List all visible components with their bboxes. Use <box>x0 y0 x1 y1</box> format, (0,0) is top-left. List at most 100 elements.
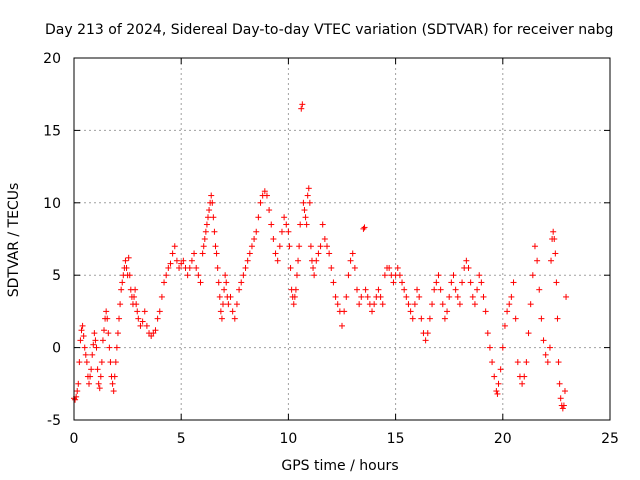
data-point <box>215 279 222 286</box>
data-point <box>315 250 322 257</box>
data-point <box>86 380 93 387</box>
data-point <box>386 264 393 271</box>
data-point <box>213 250 220 257</box>
data-point <box>305 185 312 192</box>
data-point <box>201 236 208 242</box>
data-point <box>306 199 313 206</box>
data-point <box>209 199 216 206</box>
data-point <box>521 373 528 380</box>
data-point <box>79 322 86 329</box>
data-point <box>91 330 98 337</box>
data-point <box>297 221 304 228</box>
data-point <box>345 272 352 279</box>
data-point <box>274 257 281 264</box>
data-point <box>401 286 408 293</box>
data-point <box>76 359 83 366</box>
data-point <box>418 315 425 322</box>
data-point <box>356 301 363 308</box>
data-point <box>538 315 545 322</box>
data-point <box>229 308 236 315</box>
data-point <box>119 279 126 286</box>
data-point <box>291 293 298 300</box>
data-point <box>152 327 159 334</box>
data-point <box>143 322 150 329</box>
data-point <box>459 279 466 286</box>
data-point <box>135 315 142 322</box>
data-point <box>300 199 307 206</box>
data-point <box>95 380 102 387</box>
data-point <box>299 101 306 108</box>
data-point <box>281 214 288 221</box>
data-point <box>542 351 549 358</box>
data-point <box>293 272 300 279</box>
data-point <box>446 293 453 300</box>
data-point <box>491 373 498 380</box>
data-point <box>555 359 562 366</box>
data-point <box>527 301 534 308</box>
data-point <box>478 279 485 286</box>
data-point <box>396 272 403 279</box>
data-point <box>450 272 457 279</box>
data-point <box>220 301 227 308</box>
data-point <box>89 351 96 358</box>
data-point <box>465 264 472 271</box>
data-point <box>106 344 113 351</box>
data-point <box>358 293 365 300</box>
data-point <box>328 264 335 271</box>
data-point <box>332 293 339 300</box>
data-point <box>431 286 438 293</box>
data-point <box>296 243 303 250</box>
data-point <box>334 301 341 308</box>
data-point <box>99 337 106 344</box>
data-point <box>467 279 474 286</box>
data-point <box>546 344 553 351</box>
data-point <box>236 286 243 293</box>
data-point <box>377 293 384 300</box>
data-point <box>557 395 564 402</box>
data-point <box>233 301 240 308</box>
data-point <box>550 228 557 235</box>
data-point <box>310 264 317 271</box>
data-point <box>339 322 345 329</box>
data-point <box>123 264 130 271</box>
data-point <box>560 402 567 409</box>
data-point <box>435 272 442 279</box>
data-point <box>111 373 118 380</box>
data-point <box>126 272 133 279</box>
data-point <box>122 257 129 264</box>
data-point <box>437 286 444 293</box>
data-point <box>553 279 560 286</box>
data-point <box>486 344 493 351</box>
data-point <box>556 380 563 387</box>
data-point <box>193 264 200 271</box>
data-point <box>439 301 446 308</box>
data-point <box>474 286 481 293</box>
data-point <box>173 257 180 264</box>
data-point <box>81 344 88 351</box>
data-point <box>508 293 515 300</box>
data-point <box>548 257 555 264</box>
data-point <box>118 286 125 293</box>
data-point <box>379 301 386 308</box>
data-point <box>257 199 264 206</box>
data-point <box>409 315 416 322</box>
data-point <box>323 243 330 250</box>
data-point <box>441 315 448 322</box>
y-tick-label: 20 <box>43 51 61 67</box>
data-point <box>495 380 502 387</box>
data-point <box>231 315 238 322</box>
data-point <box>75 380 82 387</box>
data-point <box>212 243 219 250</box>
data-point <box>88 366 95 373</box>
data-point <box>211 228 218 235</box>
data-point <box>206 207 213 214</box>
data-point <box>167 260 174 267</box>
data-point <box>501 322 508 329</box>
data-point <box>454 293 461 300</box>
data-point <box>506 301 513 308</box>
data-point <box>471 301 478 308</box>
data-point <box>158 293 165 300</box>
data-point <box>405 301 412 308</box>
data-point <box>484 330 491 337</box>
